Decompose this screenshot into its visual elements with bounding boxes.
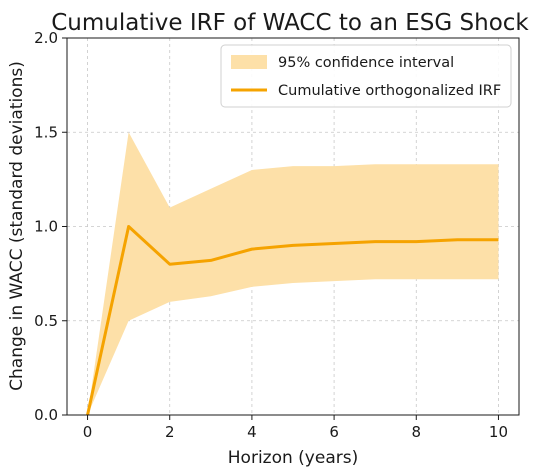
y-tick-label: 0.0 xyxy=(34,406,58,424)
y-tick-label: 1.0 xyxy=(34,218,58,236)
y-axis-label: Change in WACC (standard deviations) xyxy=(7,61,27,391)
legend-band-swatch xyxy=(231,55,267,69)
chart-title: Cumulative IRF of WACC to an ESG Shock xyxy=(51,10,529,36)
y-tick-label: 2.0 xyxy=(34,29,58,47)
legend: 95% confidence interval Cumulative ortho… xyxy=(220,44,512,108)
x-tick-label: 4 xyxy=(247,423,257,441)
x-tick-label: 8 xyxy=(411,423,421,441)
legend-line-label: Cumulative orthogonalized IRF xyxy=(278,83,501,99)
y-axis-ticks: 0.0 0.5 1.0 1.5 2.0 xyxy=(34,29,67,424)
y-tick-label: 1.5 xyxy=(34,123,58,141)
x-tick-label: 0 xyxy=(83,423,93,441)
x-tick-label: 2 xyxy=(165,423,175,441)
confidence-band xyxy=(87,132,499,415)
x-axis-label: Horizon (years) xyxy=(228,448,358,468)
irf-line xyxy=(86,225,499,416)
confidence-band-layer xyxy=(87,132,499,415)
irf-line-layer xyxy=(86,225,499,416)
x-axis-ticks: 0 2 4 6 8 10 xyxy=(83,415,508,441)
x-tick-label: 6 xyxy=(329,423,339,441)
x-tick-label: 10 xyxy=(489,423,508,441)
legend-band-label: 95% confidence interval xyxy=(278,55,454,71)
y-tick-label: 0.5 xyxy=(34,312,58,330)
legend-box xyxy=(220,44,512,108)
